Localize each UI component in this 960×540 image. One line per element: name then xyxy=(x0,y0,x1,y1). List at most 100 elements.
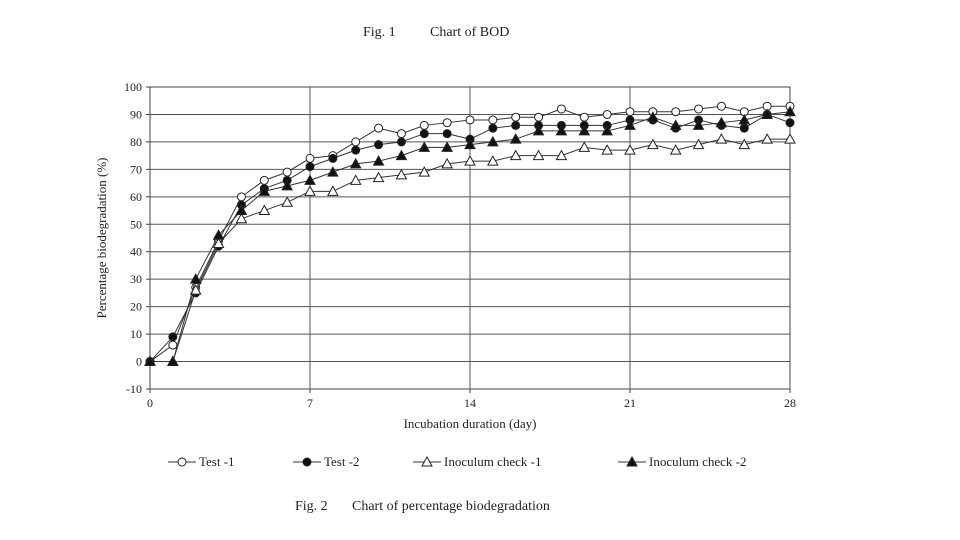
data-point xyxy=(395,149,408,161)
data-point xyxy=(716,101,726,111)
data-point xyxy=(282,167,292,177)
data-point xyxy=(602,109,612,119)
x-axis-label: Incubation duration (day) xyxy=(404,416,537,431)
data-point xyxy=(396,137,406,147)
data-point xyxy=(784,133,796,144)
fig1-number: Fig. 1 xyxy=(363,25,396,40)
data-point xyxy=(168,340,178,350)
data-point xyxy=(464,155,476,166)
y-tick-label: 60 xyxy=(130,190,142,204)
y-tick-label: 80 xyxy=(130,135,142,149)
data-point xyxy=(395,168,408,180)
x-tick-label: 28 xyxy=(784,396,796,410)
legend-label: Inoculum check -2 xyxy=(649,454,746,469)
data-point xyxy=(534,112,544,122)
data-point xyxy=(488,123,498,133)
y-tick-label: 0 xyxy=(136,355,142,369)
data-point xyxy=(281,179,293,191)
data-point xyxy=(304,174,316,185)
data-point xyxy=(305,162,315,172)
data-point xyxy=(511,112,521,122)
data-point xyxy=(511,120,521,130)
y-tick-label: 30 xyxy=(130,272,142,286)
data-point xyxy=(465,115,475,125)
legend-entry-4: Inoculum check -2 xyxy=(618,454,746,469)
y-tick-label: 100 xyxy=(124,80,142,94)
data-point xyxy=(305,153,315,163)
y-axis-label: Percentage biodegradation (%) xyxy=(94,158,109,319)
legend-marker xyxy=(626,455,638,467)
y-tick-label: 50 xyxy=(130,217,142,231)
x-tick-label: 14 xyxy=(464,396,476,410)
data-point xyxy=(419,120,429,130)
data-point xyxy=(694,104,704,114)
data-point xyxy=(374,123,384,133)
data-point xyxy=(212,237,225,248)
data-point xyxy=(328,153,338,163)
data-point xyxy=(441,141,453,152)
data-point xyxy=(578,141,591,152)
data-point xyxy=(509,149,522,161)
data-point xyxy=(487,155,499,166)
data-point xyxy=(441,157,453,169)
data-point xyxy=(168,332,178,342)
data-point xyxy=(418,141,431,152)
data-point xyxy=(556,104,566,114)
series-3 xyxy=(144,133,796,367)
data-point xyxy=(601,124,613,136)
data-point xyxy=(601,144,613,155)
legend-marker xyxy=(421,455,433,467)
x-tick-label: 7 xyxy=(307,396,313,410)
data-point xyxy=(624,144,636,155)
data-point xyxy=(374,140,384,150)
data-point xyxy=(761,133,773,144)
data-point xyxy=(258,185,271,196)
legend-entry-1: Test -1 xyxy=(168,454,235,469)
data-point xyxy=(442,129,452,139)
legend-label: Inoculum check -1 xyxy=(444,454,541,469)
legend: Test -1 Test -2 Inoculum check -1 Inoculum … xyxy=(168,454,746,469)
data-point xyxy=(327,166,339,177)
data-point xyxy=(715,116,728,128)
data-point xyxy=(785,118,795,128)
data-point xyxy=(738,138,751,150)
data-point xyxy=(304,185,316,196)
data-point xyxy=(738,113,751,125)
data-point xyxy=(487,135,499,147)
series-4 xyxy=(144,105,796,367)
y-tick-label: 10 xyxy=(130,327,142,341)
data-point xyxy=(349,157,362,169)
data-point xyxy=(624,119,636,130)
data-point xyxy=(555,124,568,136)
data-point xyxy=(258,204,271,216)
data-point xyxy=(669,144,682,155)
legend-marker xyxy=(302,457,312,467)
y-tick-label: 20 xyxy=(130,300,142,314)
data-point xyxy=(235,204,248,216)
data-point xyxy=(671,107,681,117)
legend-label: Test -1 xyxy=(199,454,235,469)
data-point xyxy=(372,171,385,183)
y-tick-label: 40 xyxy=(130,245,142,259)
data-point xyxy=(532,124,545,136)
data-point xyxy=(464,138,476,150)
data-point xyxy=(761,108,773,119)
y-tick-label: 90 xyxy=(130,107,142,121)
data-point xyxy=(715,133,728,144)
y-tick-label: 70 xyxy=(130,162,142,176)
data-point xyxy=(669,119,682,130)
data-point xyxy=(281,196,293,207)
data-point xyxy=(509,133,522,144)
axis-ticks: -10 0 10 20 30 40 50 60 70 80 90 100 0 7 14 21 28 xyxy=(124,80,796,410)
data-point xyxy=(739,123,749,133)
x-tick-label: 0 xyxy=(147,396,153,410)
series-group xyxy=(144,101,796,367)
data-point xyxy=(372,155,385,166)
fig2-number: Fig. 2 xyxy=(295,499,328,514)
data-point xyxy=(555,149,568,161)
data-point xyxy=(647,111,659,122)
data-point xyxy=(259,175,269,185)
data-point xyxy=(418,166,431,177)
